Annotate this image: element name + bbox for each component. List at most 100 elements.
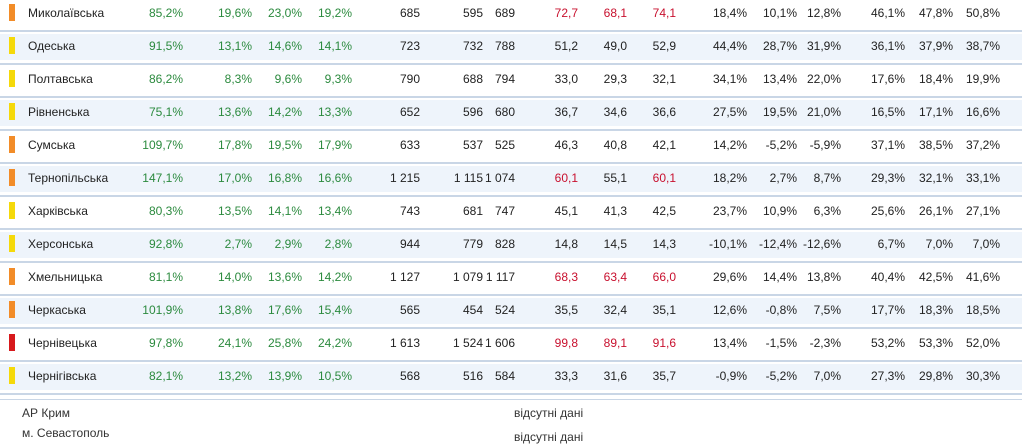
region-name: Харківська <box>28 204 88 218</box>
table-cell: 44,4% <box>712 39 747 53</box>
table-cell: 32,1% <box>918 171 953 185</box>
table-cell: 1 074 <box>484 171 515 185</box>
table-cell: 53,2% <box>870 336 905 350</box>
region-name: Полтавська <box>28 72 93 86</box>
table-cell: 14,4% <box>762 270 797 284</box>
row-divider <box>0 63 1022 65</box>
table-cell: 42,1 <box>652 138 676 152</box>
table-cell: 13,4% <box>712 336 747 350</box>
table-row: Одеська 91,5% 13,1% 14,6% 14,1% 723 732 788 51,2… <box>0 34 1022 65</box>
table-cell: 60,1 <box>554 171 578 185</box>
risk-level-marker <box>9 37 15 54</box>
table-cell: 794 <box>494 72 515 86</box>
table-cell: 8,3% <box>224 72 252 86</box>
row-divider <box>0 129 1022 131</box>
table-cell: 13,4% <box>317 204 352 218</box>
table-cell: 91,6 <box>652 336 676 350</box>
table-cell: 21,0% <box>806 105 841 119</box>
table-cell: -5,2% <box>765 369 797 383</box>
table-cell: 14,1% <box>267 204 302 218</box>
risk-level-marker <box>9 202 15 219</box>
table-cell: 524 <box>494 303 515 317</box>
table-cell: 22,0% <box>806 72 841 86</box>
table-cell: 1 115 <box>453 171 483 185</box>
table-cell: 85,2% <box>148 6 183 20</box>
table-cell: 32,4 <box>603 303 627 317</box>
table-cell: 55,1 <box>603 171 627 185</box>
table-cell: 1 613 <box>389 336 420 350</box>
table-cell: 18,4% <box>712 6 747 20</box>
table-row: Херсонська 92,8% 2,7% 2,9% 2,8% 944 779 828 14,8… <box>0 232 1022 263</box>
table-cell: 1 117 <box>485 270 515 284</box>
table-cell: 45,1 <box>554 204 578 218</box>
table-cell: 6,7% <box>877 237 905 251</box>
table-cell: 41,6% <box>965 270 1000 284</box>
table-cell: 37,1% <box>870 138 905 152</box>
table-cell: 27,3% <box>870 369 905 383</box>
table-cell: 779 <box>462 237 483 251</box>
table-cell: 82,1% <box>148 369 183 383</box>
table-cell: 685 <box>399 6 420 20</box>
row-divider <box>0 393 1022 395</box>
table-row: Чернігівська 82,1% 13,2% 13,9% 10,5% 568 516 58… <box>0 364 1022 395</box>
region-name: Хмельницька <box>28 270 103 284</box>
table-row: Рівненська 75,1% 13,6% 14,2% 13,3% 652 596 680 3… <box>0 100 1022 131</box>
table-cell: 9,6% <box>274 72 302 86</box>
table-cell: 42,5% <box>918 270 953 284</box>
region-name: Тернопільська <box>28 171 109 185</box>
table-cell: 60,1 <box>652 171 676 185</box>
region-name: Сумська <box>28 138 76 152</box>
table-cell: 33,0 <box>554 72 578 86</box>
risk-level-marker <box>9 334 15 351</box>
region-name: Черкаська <box>28 303 86 317</box>
table-cell: 537 <box>462 138 483 152</box>
table-cell: 743 <box>399 204 420 218</box>
table-cell: 68,3 <box>554 270 578 284</box>
table-cell: 29,8% <box>918 369 953 383</box>
table-cell: 7,0% <box>925 237 953 251</box>
table-cell: 16,5% <box>870 105 905 119</box>
table-cell: 8,7% <box>813 171 841 185</box>
table-cell: 19,2% <box>317 6 352 20</box>
table-cell: 689 <box>494 6 515 20</box>
table-cell: 584 <box>494 369 515 383</box>
risk-level-marker <box>9 301 15 318</box>
table-cell: 9,3% <box>324 72 352 86</box>
table-cell: 35,7 <box>652 369 676 383</box>
table-row: Сумська 109,7% 17,8% 19,5% 17,9% 633 537 525 46,… <box>0 133 1022 164</box>
table-cell: 13,2% <box>217 369 252 383</box>
table-cell: 2,7% <box>224 237 252 251</box>
table-cell: 19,6% <box>217 6 252 20</box>
footer-no-data-crimea: відсутні дані <box>514 406 584 420</box>
risk-level-marker <box>9 235 15 252</box>
table-cell: 681 <box>462 204 483 218</box>
footer-crimea-label: АР Крим <box>22 406 70 420</box>
table-cell: -0,8% <box>765 303 797 317</box>
table-cell: 12,8% <box>806 6 841 20</box>
table-cell: 516 <box>462 369 483 383</box>
table-cell: 13,4% <box>762 72 797 86</box>
table-cell: 1 079 <box>452 270 483 284</box>
region-name: Одеська <box>28 39 76 53</box>
table-cell: 109,7% <box>142 138 183 152</box>
table-cell: 732 <box>462 39 483 53</box>
table-row: Харківська 80,3% 13,5% 14,1% 13,4% 743 681 747 4… <box>0 199 1022 230</box>
table-cell: 15,4% <box>317 303 352 317</box>
table-cell: 17,9% <box>317 138 352 152</box>
table-cell: 91,5% <box>148 39 183 53</box>
table-cell: 14,3 <box>652 237 676 251</box>
table-cell: 2,8% <box>324 237 352 251</box>
risk-level-marker <box>9 268 15 285</box>
table-cell: 29,3% <box>870 171 905 185</box>
table-cell: 24,2% <box>317 336 352 350</box>
table-cell: -1,5% <box>765 336 797 350</box>
table-cell: 72,7 <box>554 6 578 20</box>
table-cell: 454 <box>462 303 483 317</box>
table-cell: 28,7% <box>762 39 797 53</box>
table-cell: 46,1% <box>870 6 905 20</box>
table-cell: 13,8% <box>806 270 841 284</box>
table-cell: 53,3% <box>918 336 953 350</box>
table-cell: 36,7 <box>554 105 578 119</box>
risk-level-marker <box>9 103 15 120</box>
table-cell: 1 215 <box>389 171 420 185</box>
